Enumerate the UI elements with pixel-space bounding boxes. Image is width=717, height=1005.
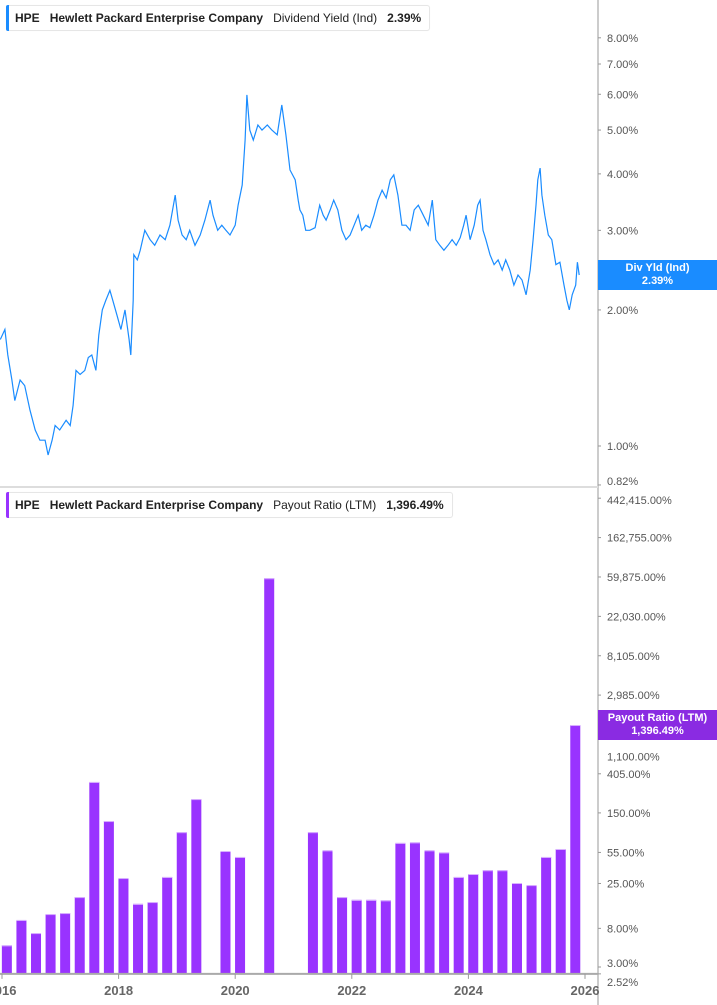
payout-bar bbox=[307, 832, 318, 974]
payout-bar bbox=[147, 902, 158, 974]
payout-bar bbox=[1, 945, 12, 974]
y-tick-label: 162,755.00% bbox=[607, 533, 672, 545]
x-tick-label: 2026 bbox=[571, 983, 600, 998]
y-tick-label: 25.00% bbox=[607, 878, 645, 890]
payout-bar bbox=[322, 850, 333, 974]
legend-ticker: HPE bbox=[15, 11, 40, 25]
payout-bar bbox=[103, 821, 114, 974]
payout-bar bbox=[555, 848, 566, 974]
bottom-legend: HPE Hewlett Packard Enterprise Company P… bbox=[6, 492, 453, 518]
y-tick-label: 55.00% bbox=[607, 847, 645, 859]
y-tick-label: 3.00% bbox=[607, 958, 638, 970]
payout-bar bbox=[176, 832, 187, 974]
payout-bar bbox=[439, 852, 450, 974]
y-tick-label: 1.00% bbox=[607, 441, 638, 453]
badge-value: 2.39% bbox=[641, 275, 674, 287]
y-tick-label: 8,105.00% bbox=[607, 651, 660, 663]
badge-value: 1,396.49% bbox=[631, 725, 684, 737]
legend-company: Hewlett Packard Enterprise Company bbox=[49, 11, 264, 25]
y-tick-label: 6.00% bbox=[607, 89, 638, 101]
legend-color-yield bbox=[6, 5, 9, 31]
payout-bar bbox=[235, 856, 246, 974]
y-tick-label: 59,875.00% bbox=[607, 572, 666, 584]
payout-bar bbox=[409, 842, 420, 974]
y-tick-label: 1,100.00% bbox=[607, 751, 660, 763]
payout-bar bbox=[380, 900, 391, 974]
payout-bar bbox=[468, 874, 479, 974]
payout-bar bbox=[511, 883, 522, 974]
badge-label: Div Yld (Ind) bbox=[625, 262, 690, 274]
payout-bar bbox=[453, 876, 464, 974]
y-tick-label: 2.00% bbox=[607, 305, 638, 317]
y-tick-label: 8.00% bbox=[607, 33, 638, 45]
payout-bar bbox=[133, 903, 144, 974]
payout-bar bbox=[366, 899, 377, 974]
y-tick-label: 3.00% bbox=[607, 225, 638, 237]
legend-value: 2.39% bbox=[387, 11, 422, 25]
payout-price-badge: Payout Ratio (LTM) 1,396.49% bbox=[598, 710, 717, 740]
payout-bar bbox=[395, 842, 406, 974]
payout-bar bbox=[351, 899, 362, 974]
payout-bar bbox=[424, 850, 435, 974]
payout-bar bbox=[191, 799, 202, 974]
legend-metric: Payout Ratio (LTM) bbox=[273, 498, 377, 512]
legend-ticker: HPE bbox=[15, 498, 40, 512]
badge-label: Payout Ratio (LTM) bbox=[607, 712, 708, 724]
x-tick-label: 2016 bbox=[0, 983, 16, 998]
x-tick-label: 2018 bbox=[104, 983, 133, 998]
y-tick-label: 442,415.00% bbox=[607, 495, 672, 507]
y-tick-label: 2.52% bbox=[607, 977, 638, 989]
payout-bar bbox=[45, 914, 56, 974]
y-tick-label: 405.00% bbox=[607, 769, 651, 781]
payout-bar bbox=[497, 870, 508, 974]
payout-bar bbox=[74, 897, 85, 974]
x-tick-label: 2022 bbox=[337, 983, 366, 998]
payout-bar bbox=[162, 876, 173, 974]
y-tick-label: 150.00% bbox=[607, 808, 651, 820]
y-tick-label: 0.82% bbox=[607, 476, 638, 488]
payout-bar bbox=[570, 725, 581, 974]
y-tick-label: 2,985.00% bbox=[607, 690, 660, 702]
legend-metric: Dividend Yield (Ind) bbox=[273, 11, 378, 25]
legend-color-payout bbox=[6, 492, 9, 518]
payout-bar bbox=[31, 933, 42, 974]
y-tick-label: 5.00% bbox=[607, 125, 638, 137]
legend-value: 1,396.49% bbox=[386, 498, 444, 512]
payout-bar bbox=[337, 897, 348, 974]
payout-bar bbox=[482, 870, 493, 974]
dividend-yield-line bbox=[0, 94, 580, 456]
x-tick-label: 2020 bbox=[221, 983, 250, 998]
legend-company: Hewlett Packard Enterprise Company bbox=[49, 498, 264, 512]
payout-bar bbox=[118, 878, 129, 974]
x-tick-label: 2024 bbox=[454, 983, 484, 998]
top-legend: HPE Hewlett Packard Enterprise Company D… bbox=[6, 5, 431, 31]
payout-bar bbox=[264, 578, 275, 974]
payout-bar bbox=[220, 851, 231, 974]
y-tick-label: 7.00% bbox=[607, 59, 638, 71]
y-tick-label: 8.00% bbox=[607, 923, 638, 935]
yield-price-badge: Div Yld (Ind) 2.39% bbox=[598, 260, 717, 290]
y-tick-label: 22,030.00% bbox=[607, 611, 666, 623]
payout-bar bbox=[60, 913, 71, 974]
payout-bar bbox=[89, 781, 100, 974]
payout-bar bbox=[541, 856, 552, 974]
payout-bar bbox=[526, 885, 537, 974]
payout-bar bbox=[16, 919, 27, 974]
y-tick-label: 4.00% bbox=[607, 169, 638, 181]
